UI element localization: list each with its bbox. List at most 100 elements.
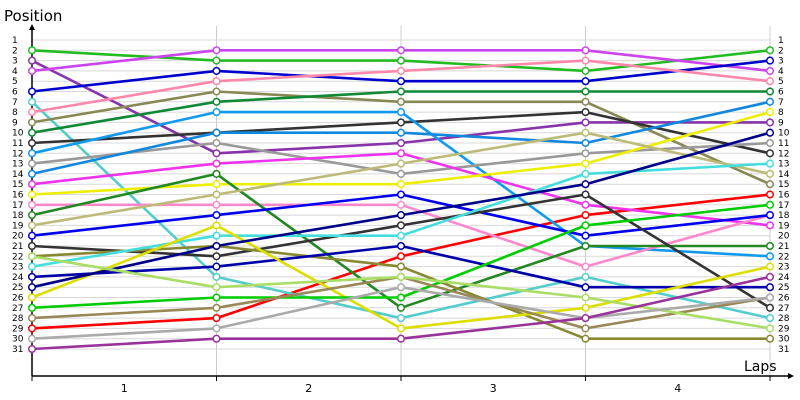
series-point bbox=[27, 241, 37, 251]
series-point bbox=[581, 272, 590, 281]
series-point bbox=[27, 56, 37, 65]
y-tick-label: 31 bbox=[12, 345, 23, 355]
y-tick-label: 13 bbox=[12, 160, 23, 170]
series-point bbox=[765, 46, 775, 55]
series-point bbox=[765, 66, 775, 75]
series-point bbox=[27, 87, 37, 96]
y-tick-label: 8 bbox=[12, 108, 18, 118]
y-tick-label: 6 bbox=[12, 88, 18, 98]
y-tick-label: 22 bbox=[12, 252, 23, 262]
series-point bbox=[581, 231, 590, 240]
x-category-label: 2 bbox=[305, 382, 312, 395]
y-tick-label-right: 6 bbox=[778, 88, 784, 98]
y-tick-label: 29 bbox=[12, 324, 24, 334]
y-tick-label-right: 4 bbox=[778, 67, 784, 77]
series-12 bbox=[27, 138, 775, 178]
series-point bbox=[581, 56, 590, 65]
series-point bbox=[27, 46, 37, 55]
series-18 bbox=[27, 128, 775, 230]
y-tick-label: 1 bbox=[12, 36, 18, 46]
y-tick-label-right: 1 bbox=[778, 36, 784, 46]
series-3 bbox=[27, 56, 775, 158]
series-point bbox=[396, 303, 406, 312]
series-point bbox=[765, 97, 775, 106]
series-point bbox=[27, 190, 37, 199]
y-axis-label: Position bbox=[4, 7, 62, 25]
series-point bbox=[27, 211, 37, 220]
series-point bbox=[212, 221, 221, 230]
series-point bbox=[765, 293, 775, 302]
series-point bbox=[212, 159, 221, 168]
y-tick-label: 28 bbox=[12, 314, 24, 324]
series-point bbox=[27, 159, 37, 168]
series-point bbox=[765, 241, 775, 251]
series-point bbox=[581, 324, 590, 333]
series-point bbox=[581, 190, 590, 199]
series-point bbox=[27, 118, 37, 127]
series-6 bbox=[27, 97, 775, 323]
y-tick-label: 9 bbox=[12, 118, 18, 128]
series-point bbox=[396, 56, 406, 65]
series-point bbox=[581, 211, 590, 220]
series-point bbox=[212, 314, 221, 323]
series-point bbox=[765, 324, 775, 333]
y-tick-label: 10 bbox=[12, 129, 24, 139]
series-point bbox=[581, 77, 590, 86]
y-tick-label: 14 bbox=[12, 170, 24, 180]
series-point bbox=[212, 190, 221, 199]
series-point bbox=[396, 283, 406, 292]
series-point bbox=[581, 169, 590, 178]
series-28 bbox=[27, 252, 775, 333]
series-9 bbox=[27, 87, 775, 137]
series-point bbox=[396, 66, 406, 75]
series-point bbox=[765, 118, 775, 127]
series-point bbox=[396, 334, 406, 343]
y-tick-label-right: 9 bbox=[778, 118, 784, 128]
series-point bbox=[27, 324, 37, 333]
series-point bbox=[396, 180, 406, 189]
series-point bbox=[396, 314, 406, 323]
series-point bbox=[212, 293, 221, 302]
y-tick-label-right: 27 bbox=[778, 304, 789, 314]
series-point bbox=[212, 77, 221, 86]
series-point bbox=[396, 190, 406, 199]
series-point bbox=[27, 180, 37, 189]
y-tick-label: 2 bbox=[12, 46, 18, 56]
y-tick-label-right: 11 bbox=[778, 139, 789, 149]
series-point bbox=[765, 272, 775, 281]
y-tick-label-right: 28 bbox=[778, 314, 790, 324]
y-tick-label-right: 20 bbox=[778, 232, 790, 242]
y-tick-label: 7 bbox=[12, 98, 18, 108]
series-point bbox=[581, 180, 590, 189]
series-point bbox=[212, 241, 221, 251]
y-tick-label-right: 31 bbox=[778, 345, 789, 355]
y-tick-label-right: 14 bbox=[778, 170, 790, 180]
series-point bbox=[27, 221, 37, 230]
series-point bbox=[765, 252, 775, 261]
series-point bbox=[765, 221, 775, 230]
series-point bbox=[27, 283, 37, 292]
series-point bbox=[212, 324, 221, 333]
series-4 bbox=[27, 46, 775, 75]
series-point bbox=[765, 211, 775, 220]
x-category-label: 1 bbox=[121, 382, 128, 395]
series-point bbox=[581, 200, 590, 209]
series-point bbox=[27, 252, 37, 261]
y-tick-label-right: 29 bbox=[778, 324, 790, 334]
series-point bbox=[765, 262, 775, 271]
x-category-label: 4 bbox=[674, 382, 681, 395]
series-point bbox=[212, 334, 221, 343]
series-point bbox=[396, 231, 406, 240]
series-point bbox=[212, 272, 221, 281]
series-point bbox=[396, 128, 406, 137]
series-point bbox=[212, 303, 221, 312]
y-tick-label: 20 bbox=[12, 232, 24, 242]
series-point bbox=[396, 324, 406, 333]
y-tick-label-right: 2 bbox=[778, 46, 784, 56]
series-point bbox=[27, 344, 37, 354]
y-tick-label-right: 13 bbox=[778, 160, 789, 170]
series-point bbox=[27, 66, 37, 75]
series-point bbox=[212, 56, 221, 65]
y-tick-label-right: 10 bbox=[778, 129, 790, 139]
